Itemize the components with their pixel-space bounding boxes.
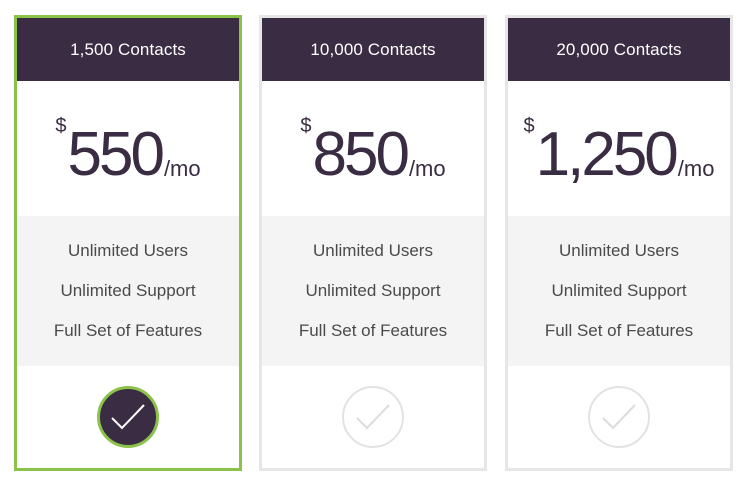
price-amount: 1,250 [535, 119, 679, 189]
plan-header: 10,000 Contacts [262, 18, 484, 81]
select-area [17, 366, 239, 468]
plan-card-1500[interactable]: 1,500 Contacts $ 550 /mo Unlimited Users… [14, 15, 242, 471]
price-period: /mo [408, 155, 446, 181]
feature-list: Unlimited Users Unlimited Support Full S… [262, 216, 484, 366]
select-plan-button[interactable] [588, 386, 650, 448]
price-area: $ 550 /mo [17, 81, 239, 216]
check-icon [602, 404, 636, 430]
feature-item: Unlimited Support [60, 281, 196, 300]
price: $ 1,250 /mo [524, 112, 715, 186]
plan-header: 1,500 Contacts [17, 18, 239, 81]
select-area [508, 366, 730, 468]
feature-item: Full Set of Features [298, 321, 448, 340]
price: $ 550 /mo [55, 112, 200, 186]
feature-item: Unlimited Support [551, 281, 687, 300]
plan-card-10000[interactable]: 10,000 Contacts $ 850 /mo Unlimited User… [259, 15, 487, 471]
price-amount: 850 [312, 119, 409, 189]
feature-item: Full Set of Features [544, 321, 694, 340]
plan-title: 10,000 Contacts [310, 39, 436, 59]
price-amount: 550 [67, 119, 164, 189]
select-plan-button[interactable] [342, 386, 404, 448]
price: $ 850 /mo [300, 112, 445, 186]
feature-list: Unlimited Users Unlimited Support Full S… [17, 216, 239, 366]
plan-header: 20,000 Contacts [508, 18, 730, 81]
currency-symbol: $ [523, 114, 535, 137]
feature-item: Unlimited Users [313, 241, 433, 260]
price-area: $ 1,250 /mo [508, 81, 730, 216]
price-period: /mo [163, 155, 201, 181]
feature-item: Unlimited Users [68, 241, 188, 260]
currency-symbol: $ [300, 114, 312, 137]
currency-symbol: $ [55, 114, 67, 137]
feature-item: Unlimited Users [559, 241, 679, 260]
feature-item: Unlimited Support [305, 281, 441, 300]
plan-title: 20,000 Contacts [556, 39, 682, 59]
check-icon [111, 404, 145, 430]
select-area [262, 366, 484, 468]
price-area: $ 850 /mo [262, 81, 484, 216]
feature-list: Unlimited Users Unlimited Support Full S… [508, 216, 730, 366]
plan-card-20000[interactable]: 20,000 Contacts $ 1,250 /mo Unlimited Us… [505, 15, 733, 471]
plan-title: 1,500 Contacts [70, 39, 186, 59]
price-period: /mo [677, 155, 715, 181]
feature-item: Full Set of Features [53, 321, 203, 340]
check-icon [356, 404, 390, 430]
select-plan-button[interactable] [97, 386, 159, 448]
